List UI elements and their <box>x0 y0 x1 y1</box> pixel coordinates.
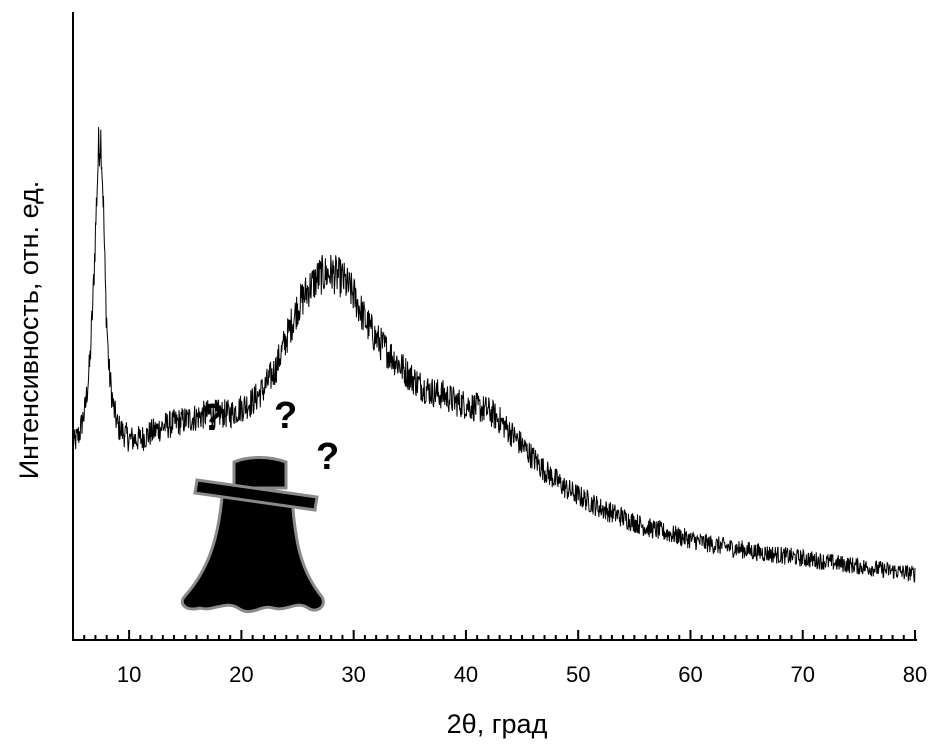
x-tick-label: 60 <box>678 662 702 687</box>
x-tick-label: 50 <box>566 662 590 687</box>
plot-line-group <box>72 127 916 583</box>
x-tick-label: 30 <box>341 662 365 687</box>
y-axis-title: Интенсивность, отн. ед. <box>14 181 44 479</box>
hat-brim <box>193 478 319 512</box>
question-mark-3: ? <box>316 436 339 478</box>
x-tick-labels: 10 20 30 40 50 60 70 80 <box>117 662 927 687</box>
x-tick-label: 40 <box>454 662 478 687</box>
hat-crown <box>232 456 288 490</box>
hat-figure <box>180 456 325 614</box>
question-mark-1: ? <box>201 397 224 439</box>
question-mark-2: ? <box>274 395 297 437</box>
x-tick-label: 70 <box>790 662 814 687</box>
series-line <box>72 127 916 583</box>
x-tick-label: 80 <box>903 662 927 687</box>
x-ticks <box>72 630 916 640</box>
axes <box>72 12 917 641</box>
x-tick-label: 10 <box>117 662 141 687</box>
figure-body <box>180 495 325 614</box>
x-axis-title: 2θ, град <box>447 709 548 739</box>
x-tick-label: 20 <box>229 662 253 687</box>
